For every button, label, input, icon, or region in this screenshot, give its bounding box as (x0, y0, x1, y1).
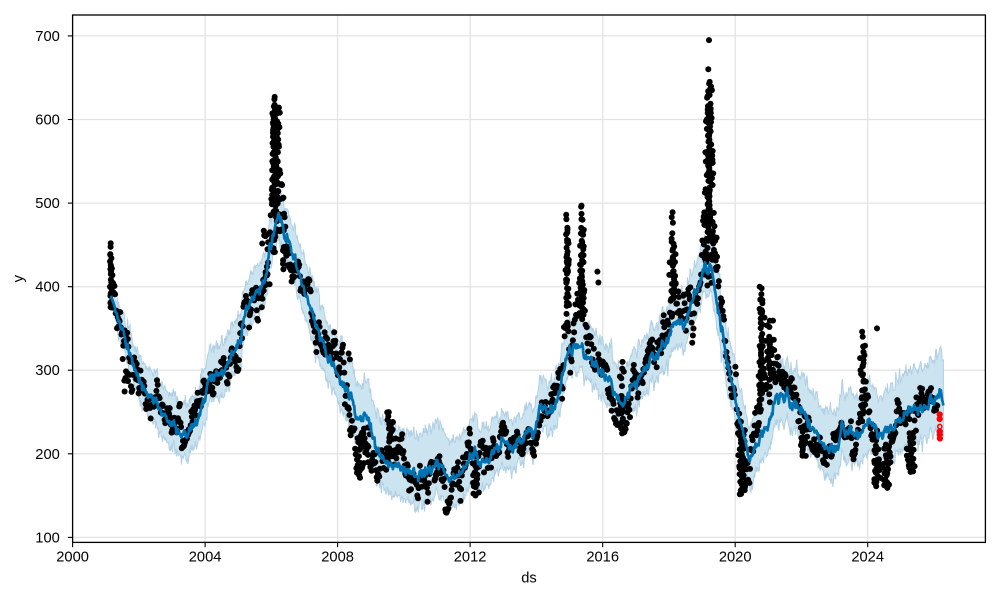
svg-text:2016: 2016 (586, 550, 619, 566)
svg-text:700: 700 (35, 29, 60, 45)
svg-text:2020: 2020 (719, 550, 752, 566)
svg-text:2008: 2008 (321, 550, 354, 566)
svg-text:100: 100 (35, 530, 60, 546)
svg-text:y: y (11, 274, 27, 282)
svg-text:2000: 2000 (56, 550, 89, 566)
svg-text:600: 600 (35, 113, 60, 129)
svg-text:400: 400 (35, 280, 60, 296)
svg-text:200: 200 (35, 447, 60, 463)
svg-text:ds: ds (521, 570, 537, 586)
svg-text:300: 300 (35, 363, 60, 379)
svg-text:2024: 2024 (851, 550, 884, 566)
svg-text:500: 500 (35, 196, 60, 212)
svg-text:2012: 2012 (454, 550, 487, 566)
svg-text:2004: 2004 (189, 550, 222, 566)
